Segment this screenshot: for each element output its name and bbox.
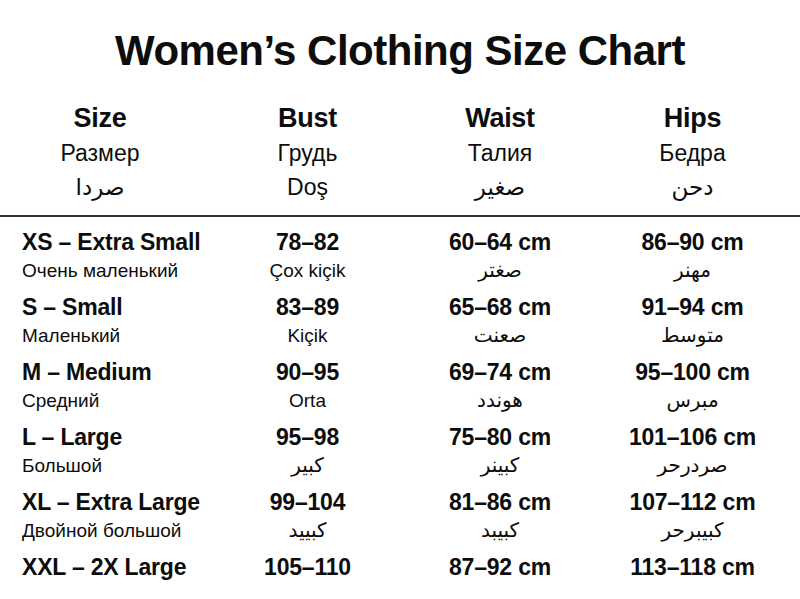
waist-value: 81–86 cm xyxy=(415,488,585,517)
hips-value-sub: مبرس xyxy=(585,387,800,414)
header-col-hips: Hips Бедра دحن xyxy=(585,100,800,204)
waist-cell: 69–74 cm هوندد xyxy=(415,358,585,414)
hips-cell: 101–106 cm صردرحر xyxy=(585,423,800,479)
waist-value: 87–92 cm xyxy=(415,553,585,582)
bust-cell: 99–104 كبييد xyxy=(200,488,415,544)
page-title: Women’s Clothing Size Chart xyxy=(0,30,800,72)
bust-cell: 95–98 كبير xyxy=(200,423,415,479)
size-label: S – Small xyxy=(22,293,200,322)
size-label: XXL – 2X Large xyxy=(22,553,200,582)
header-bust-en: Bust xyxy=(200,100,415,136)
waist-cell: 60–64 cm صغتر xyxy=(415,228,585,284)
hips-cell: 107–112 cm كبيبرحر xyxy=(585,488,800,544)
bust-value-sub: كبييد xyxy=(200,517,415,544)
waist-cell: 75–80 cm كبينر xyxy=(415,423,585,479)
table-row-l: L – Large Большой 95–98 كبير 75–80 cm كب… xyxy=(0,418,800,483)
bust-value-sub: Orta xyxy=(200,387,415,414)
header-hips-ru: Бедра xyxy=(585,136,800,170)
table-row-s: S – Small Маленький 83–89 Kiçik 65–68 cm… xyxy=(0,288,800,353)
hips-value-sub: كبيبرحر xyxy=(585,517,800,544)
hips-value: 95–100 cm xyxy=(585,358,800,387)
table-row-xl: XL – Extra Large Двойной большой 99–104 … xyxy=(0,483,800,548)
table-header: Size Размер صردا Bust Грудь Doş Waist Та… xyxy=(0,100,800,204)
waist-value-sub: كبينر xyxy=(415,452,585,479)
header-col-size: Size Размер صردا xyxy=(0,100,200,204)
hips-cell: 113–118 cm xyxy=(585,553,800,582)
header-waist-en: Waist xyxy=(415,100,585,136)
header-size-ar: صردا xyxy=(0,170,200,204)
size-chart-page: Women’s Clothing Size Chart Size Размер … xyxy=(0,0,800,599)
size-label: M – Medium xyxy=(22,358,200,387)
waist-value-sub: صعنت xyxy=(415,322,585,349)
bust-value-sub: Çox kiçik xyxy=(200,257,415,284)
waist-cell: 81–86 cm كبيبد xyxy=(415,488,585,544)
waist-value-sub: صغتر xyxy=(415,257,585,284)
bust-value-sub: Kiçik xyxy=(200,322,415,349)
header-bust-ru: Грудь xyxy=(200,136,415,170)
size-cell: XL – Extra Large Двойной большой xyxy=(0,488,200,544)
waist-value-sub: هوندد xyxy=(415,387,585,414)
hips-value: 113–118 cm xyxy=(585,553,800,582)
hips-cell: 95–100 cm مبرس xyxy=(585,358,800,414)
bust-value: 105–110 xyxy=(200,553,415,582)
size-label: XL – Extra Large xyxy=(22,488,200,517)
size-cell: M – Medium Средний xyxy=(0,358,200,414)
header-bust-az: Doş xyxy=(200,170,415,204)
size-label-ru: Двойной большой xyxy=(22,517,200,544)
header-col-bust: Bust Грудь Doş xyxy=(200,100,415,204)
hips-value-sub: متوسط xyxy=(585,322,800,349)
bust-value-sub: كبير xyxy=(200,452,415,479)
size-label-ru: Очень маленький xyxy=(22,257,200,284)
bust-value: 90–95 xyxy=(200,358,415,387)
size-cell: XS – Extra Small Очень маленький xyxy=(0,228,200,284)
header-size-ru: Размер xyxy=(0,136,200,170)
hips-value-sub: مهنر xyxy=(585,257,800,284)
size-label: L – Large xyxy=(22,423,200,452)
hips-cell: 91–94 cm متوسط xyxy=(585,293,800,349)
hips-value-sub: صردرحر xyxy=(585,452,800,479)
header-size-en: Size xyxy=(0,100,200,136)
hips-cell: 86–90 cm مهنر xyxy=(585,228,800,284)
waist-value: 60–64 cm xyxy=(415,228,585,257)
hips-value: 91–94 cm xyxy=(585,293,800,322)
waist-cell: 87–92 cm xyxy=(415,553,585,582)
size-cell: S – Small Маленький xyxy=(0,293,200,349)
size-label-ru: Средний xyxy=(22,387,200,414)
header-waist-ru: Талия xyxy=(415,136,585,170)
bust-cell: 83–89 Kiçik xyxy=(200,293,415,349)
table-body: XS – Extra Small Очень маленький 78–82 Ç… xyxy=(0,217,800,586)
bust-value: 83–89 xyxy=(200,293,415,322)
waist-value: 69–74 cm xyxy=(415,358,585,387)
table-row-xxl: XXL – 2X Large 105–110 87–92 cm 113–118 … xyxy=(0,548,800,586)
header-hips-en: Hips xyxy=(585,100,800,136)
waist-value: 65–68 cm xyxy=(415,293,585,322)
hips-value: 107–112 cm xyxy=(585,488,800,517)
bust-value: 99–104 xyxy=(200,488,415,517)
hips-value: 101–106 cm xyxy=(585,423,800,452)
header-waist-ar: صغير xyxy=(415,170,585,204)
waist-value: 75–80 cm xyxy=(415,423,585,452)
bust-value: 78–82 xyxy=(200,228,415,257)
size-label-ru: Маленький xyxy=(22,322,200,349)
size-cell: L – Large Большой xyxy=(0,423,200,479)
table-row-m: M – Medium Средний 90–95 Orta 69–74 cm ه… xyxy=(0,353,800,418)
size-label: XS – Extra Small xyxy=(22,228,200,257)
bust-value: 95–98 xyxy=(200,423,415,452)
bust-cell: 90–95 Orta xyxy=(200,358,415,414)
header-col-waist: Waist Талия صغير xyxy=(415,100,585,204)
header-hips-ar: دحن xyxy=(585,170,800,204)
bust-cell: 78–82 Çox kiçik xyxy=(200,228,415,284)
waist-value-sub: كبيبد xyxy=(415,517,585,544)
hips-value: 86–90 cm xyxy=(585,228,800,257)
waist-cell: 65–68 cm صعنت xyxy=(415,293,585,349)
bust-cell: 105–110 xyxy=(200,553,415,582)
size-cell: XXL – 2X Large xyxy=(0,553,200,582)
table-row-xs: XS – Extra Small Очень маленький 78–82 Ç… xyxy=(0,223,800,288)
size-label-ru: Большой xyxy=(22,452,200,479)
